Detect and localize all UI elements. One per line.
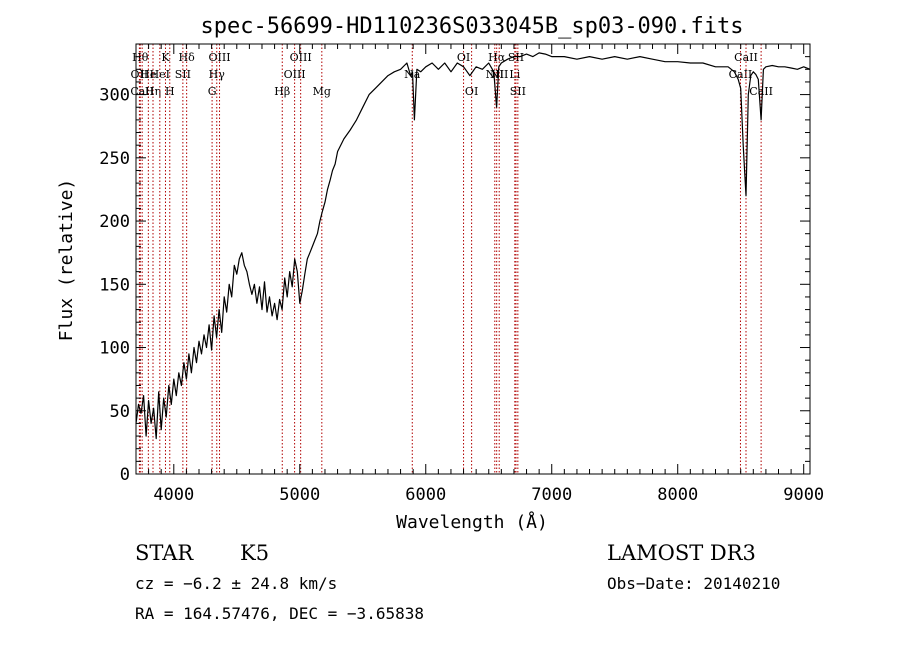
object-class: STAR [135, 541, 194, 565]
line-marker-label: SII [175, 68, 191, 81]
x-tick-label: 9000 [783, 485, 824, 505]
line-marker-label: SII [508, 51, 524, 64]
line-marker-label: OIII [290, 51, 312, 64]
line-marker-label: Mg [313, 85, 331, 98]
line-marker-label: OIII [284, 68, 306, 81]
object-subclass: K5 [240, 541, 269, 565]
line-marker-label: OI [457, 51, 470, 64]
plot-axes [135, 43, 811, 475]
line-marker-label: He [140, 68, 156, 81]
chart-title: spec-56699-HD110236S033045B_sp03-090.fit… [200, 14, 743, 39]
coordinates: RA = 164.57476, DEC = −3.65838 [135, 604, 424, 623]
line-marker-label: G [208, 85, 217, 98]
survey-name: LAMOST DR3 [607, 541, 756, 565]
line-marker-label: CaII [749, 85, 773, 98]
y-tick-label: 50 [110, 402, 130, 422]
line-marker-label: Hδ [179, 51, 196, 64]
line-marker-label: Li [509, 68, 520, 81]
line-marker-label: Hθ [132, 51, 149, 64]
y-tick-label: 300 [99, 86, 130, 106]
y-tick-label: 0 [120, 465, 130, 485]
line-marker-label: OIII [208, 51, 230, 64]
flux-series [135, 52, 811, 440]
line-marker-label: CaII [734, 51, 758, 64]
x-tick-label: 8000 [657, 485, 698, 505]
y-tick-label: 150 [99, 275, 130, 295]
y-axis-ticks: 0 50 100 150 200 250 300 [99, 56, 810, 485]
line-marker-label: Hα [488, 51, 506, 64]
x-axis-ticks: 4000 5000 6000 7000 8000 9000 [148, 44, 824, 505]
y-tick-label: 250 [99, 149, 130, 169]
line-marker-label: K [161, 51, 170, 64]
redshift-value: cz = −6.2 ± 24.8 km/s [135, 574, 337, 593]
plot-frame [135, 43, 811, 475]
y-tick-label: 200 [99, 212, 130, 232]
line-marker-label: Hη [145, 85, 161, 98]
x-tick-label: 5000 [279, 485, 320, 505]
line-marker-label: NII [486, 68, 504, 81]
line-marker-label: OI [465, 85, 478, 98]
line-marker-label: Hβ [274, 85, 290, 98]
flux-line [135, 52, 811, 440]
x-tick-label: 4000 [153, 485, 194, 505]
x-axis-label: Wavelength (Å) [396, 511, 548, 533]
line-marker-label: SII [510, 85, 526, 98]
line-marker-label: HeI [150, 68, 170, 81]
line-marker-label: OII [131, 68, 149, 81]
observation-date: Obs−Date: 20140210 [607, 574, 780, 593]
y-axis-label: Flux (relative) [56, 179, 77, 342]
line-marker-label: H [165, 85, 175, 98]
x-tick-label: 6000 [405, 485, 446, 505]
x-tick-label: 7000 [531, 485, 572, 505]
line-marker-label: Hγ [209, 68, 226, 81]
spectral-line-markers: HθOIICaIIHeHηHeIKHSIIHδGHγOIIIHβOIIIOIII… [130, 44, 773, 474]
y-tick-label: 100 [99, 339, 130, 359]
